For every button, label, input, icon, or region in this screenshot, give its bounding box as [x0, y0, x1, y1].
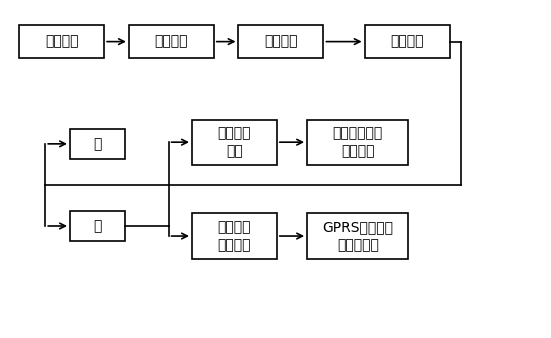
Text: 发送振动
信号: 发送振动 信号 [218, 126, 251, 159]
Text: 系统启动: 系统启动 [45, 34, 78, 49]
FancyBboxPatch shape [307, 120, 408, 165]
Text: 发送信息
传输信号: 发送信息 传输信号 [218, 220, 251, 252]
FancyBboxPatch shape [192, 213, 277, 259]
FancyBboxPatch shape [307, 213, 408, 259]
FancyBboxPatch shape [365, 25, 450, 58]
FancyBboxPatch shape [19, 25, 104, 58]
Text: 是: 是 [93, 219, 101, 233]
Text: 疲劳判断: 疲劳判断 [390, 34, 424, 49]
Text: 信号采集: 信号采集 [155, 34, 188, 49]
FancyBboxPatch shape [239, 25, 323, 58]
FancyBboxPatch shape [192, 120, 277, 165]
FancyBboxPatch shape [70, 129, 125, 159]
FancyBboxPatch shape [129, 25, 214, 58]
Text: 振动电机启动
振动预警: 振动电机启动 振动预警 [333, 126, 383, 159]
Text: 否: 否 [93, 137, 101, 151]
FancyBboxPatch shape [70, 211, 125, 241]
Text: GPRS发送疲劳
信号至后台: GPRS发送疲劳 信号至后台 [322, 220, 393, 252]
Text: 信号分析: 信号分析 [264, 34, 298, 49]
